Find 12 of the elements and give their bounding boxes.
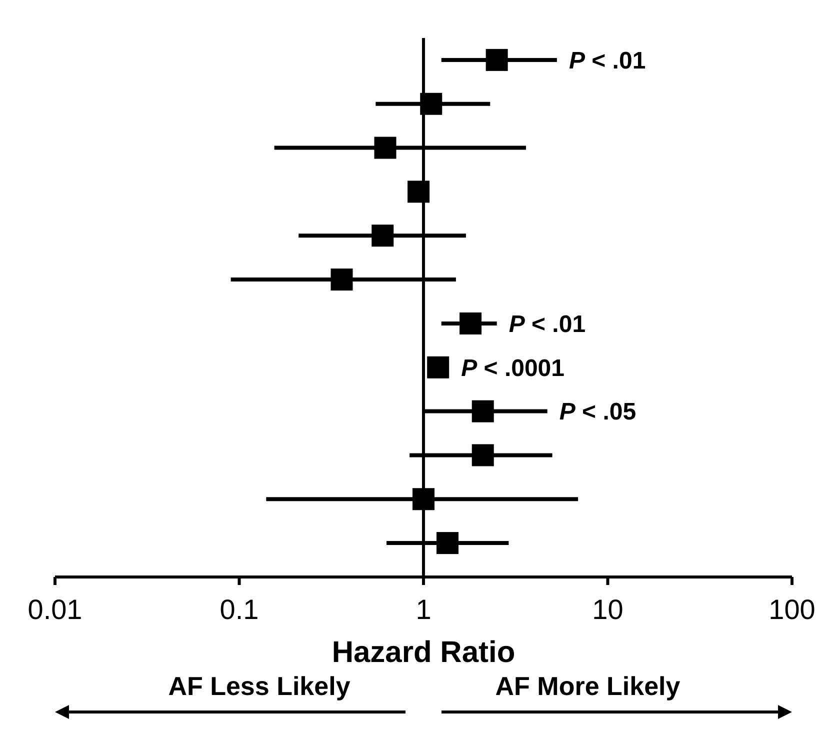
x-tick-label: 0.1 (220, 594, 259, 625)
text: AF More Likely (495, 671, 681, 701)
x-tick-label: 100 (768, 594, 816, 625)
data-label: P < .01 (508, 310, 586, 338)
text: AF Less Likely (168, 671, 351, 701)
data-label: P < .0001 (461, 354, 565, 382)
x-axis-title: Hazard Ratio (332, 636, 516, 669)
x-tick-label: 10 (592, 594, 624, 625)
x-tick-label: 0.01 (28, 594, 82, 625)
data-label: P < .01 (568, 47, 646, 74)
data-label: P < .05 (559, 398, 636, 426)
x-tick-label: 1 (416, 594, 432, 625)
